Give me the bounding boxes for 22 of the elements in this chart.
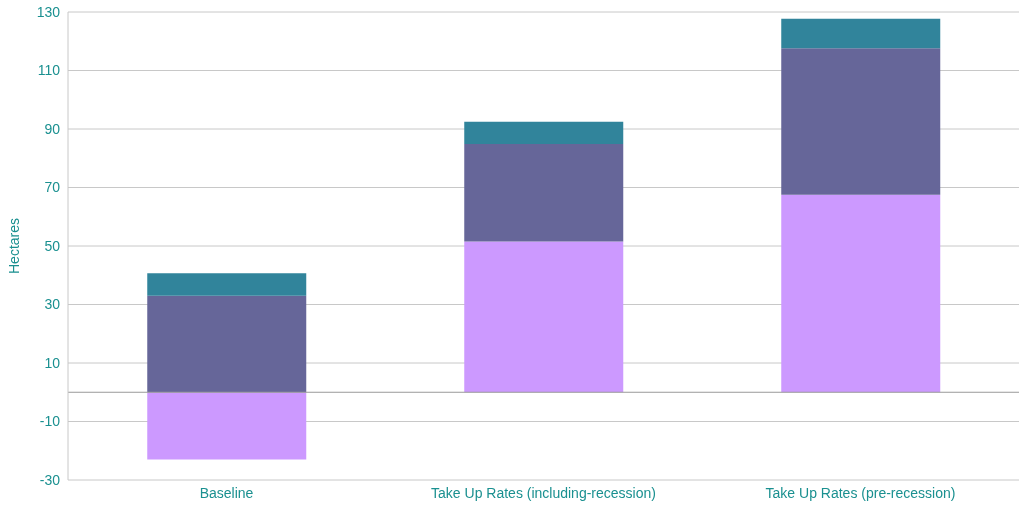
y-tick-label: 70 [44,179,61,196]
y-tick-label: -10 [39,413,61,430]
bar [781,18,941,49]
bar [464,121,624,144]
y-tick-label: 50 [44,237,61,254]
y-tick-label: 110 [37,62,61,79]
bar [147,392,307,460]
y-axis-title: Hectares [5,217,22,275]
x-tick-label: Take Up Rates (pre-recession) [765,484,956,501]
bar [464,143,624,242]
x-tick-label: Take Up Rates (including-recession) [431,484,656,501]
bar [464,241,624,393]
bar [147,273,307,296]
y-tick-label: 30 [44,296,61,313]
x-tick-label: Baseline [199,484,254,501]
y-tick-label: -30 [39,471,61,488]
bar [781,194,941,393]
bar [147,295,307,393]
y-tick-label: 10 [44,354,61,371]
y-tick-label: 130 [36,3,61,20]
bar [781,48,941,195]
y-tick-label: 90 [44,120,61,137]
